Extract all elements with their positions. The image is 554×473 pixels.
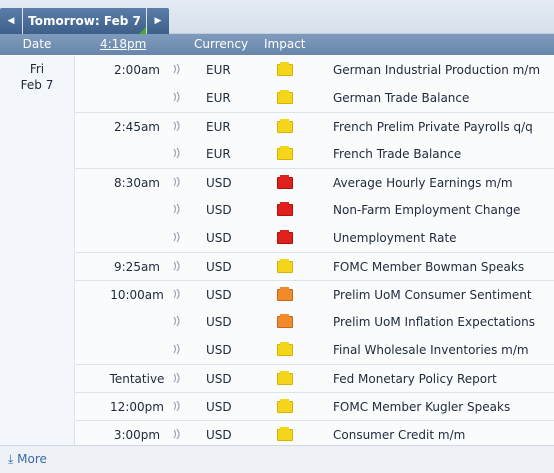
next-day-button[interactable]: ▶ bbox=[147, 8, 169, 34]
day-date: Feb 7 bbox=[20, 78, 54, 92]
chevron-left-icon: ◀ bbox=[7, 16, 15, 26]
event-title[interactable]: FOMC Member Kugler Speaks bbox=[333, 400, 511, 414]
table-row[interactable]: Tentative USD Fed Monetary Policy Report bbox=[75, 364, 554, 393]
impact-folder-icon[interactable] bbox=[277, 342, 293, 356]
impact-folder-icon[interactable] bbox=[277, 314, 293, 328]
event-currency: USD bbox=[206, 372, 232, 386]
event-currency: EUR bbox=[206, 91, 231, 105]
table-row[interactable]: USD Final Wholesale Inventories m/m bbox=[75, 336, 554, 364]
table-row[interactable]: EUR French Trade Balance bbox=[75, 140, 554, 168]
event-title[interactable]: Final Wholesale Inventories m/m bbox=[333, 343, 529, 357]
event-title[interactable]: German Trade Balance bbox=[333, 91, 470, 105]
table-row[interactable]: 8:30am USD Average Hourly Earnings m/m bbox=[75, 168, 554, 197]
event-time: 2:45am bbox=[114, 120, 160, 134]
event-currency: EUR bbox=[206, 147, 231, 161]
sound-alert-icon[interactable] bbox=[172, 119, 182, 133]
table-row[interactable]: USD Unemployment Rate bbox=[75, 224, 554, 252]
impact-folder-icon[interactable] bbox=[277, 119, 293, 133]
more-link[interactable]: ⤓ More bbox=[8, 452, 47, 467]
event-title[interactable]: French Trade Balance bbox=[333, 147, 462, 161]
event-currency: USD bbox=[206, 428, 232, 442]
event-currency: EUR bbox=[206, 63, 231, 77]
table-row[interactable]: 12:00pm USD FOMC Member Kugler Speaks bbox=[75, 392, 554, 421]
header-date: Date bbox=[22, 37, 52, 51]
current-day-label: Tomorrow: Feb 7 bbox=[28, 14, 141, 28]
event-title[interactable]: Average Hourly Earnings m/m bbox=[333, 176, 513, 190]
event-time: 8:30am bbox=[114, 176, 160, 190]
table-row[interactable]: 2:00am EUR German Industrial Production m/… bbox=[75, 56, 554, 84]
header-impact: Impact bbox=[264, 37, 306, 51]
table-row[interactable]: EUR German Trade Balance bbox=[75, 84, 554, 112]
prev-day-button[interactable]: ◀ bbox=[0, 8, 22, 34]
impact-folder-icon[interactable] bbox=[277, 146, 293, 160]
impact-folder-icon[interactable] bbox=[277, 371, 293, 385]
event-currency: USD bbox=[206, 288, 232, 302]
sound-alert-icon[interactable] bbox=[172, 146, 182, 160]
impact-folder-icon[interactable] bbox=[277, 62, 293, 76]
event-currency: USD bbox=[206, 231, 232, 245]
table-row[interactable]: USD Non-Farm Employment Change bbox=[75, 196, 554, 224]
event-title[interactable]: Non-Farm Employment Change bbox=[333, 203, 521, 217]
event-time: Tentative bbox=[109, 372, 165, 386]
impact-folder-icon[interactable] bbox=[277, 90, 293, 104]
event-title[interactable]: Unemployment Rate bbox=[333, 231, 457, 245]
table-header: Date 4:18pm Currency Impact bbox=[0, 34, 554, 55]
more-label: More bbox=[17, 452, 47, 466]
table-row[interactable]: USD Prelim UoM Inflation Expectations bbox=[75, 308, 554, 336]
event-title[interactable]: Fed Monetary Policy Report bbox=[333, 372, 497, 386]
event-currency: USD bbox=[206, 315, 232, 329]
active-corner-marker bbox=[139, 27, 146, 34]
event-time: 12:00pm bbox=[110, 400, 164, 414]
event-currency: USD bbox=[206, 343, 232, 357]
event-currency: USD bbox=[206, 260, 232, 274]
impact-folder-icon[interactable] bbox=[277, 202, 293, 216]
event-currency: USD bbox=[206, 400, 232, 414]
table-row[interactable]: 9:25am USD FOMC Member Bowman Speaks bbox=[75, 252, 554, 281]
current-day-tab[interactable]: Tomorrow: Feb 7 bbox=[23, 8, 146, 34]
impact-folder-icon[interactable] bbox=[277, 230, 293, 244]
event-title[interactable]: Prelim UoM Consumer Sentiment bbox=[333, 288, 532, 302]
sound-alert-icon[interactable] bbox=[172, 342, 182, 356]
impact-folder-icon[interactable] bbox=[277, 427, 293, 441]
table-row[interactable]: 10:00am USD Prelim UoM Consumer Sentiment bbox=[75, 280, 554, 309]
sound-alert-icon[interactable] bbox=[172, 314, 182, 328]
event-title[interactable]: FOMC Member Bowman Speaks bbox=[333, 260, 525, 274]
day-cell: Fri Feb 7 bbox=[0, 56, 75, 445]
day-weekday: Fri bbox=[29, 62, 45, 76]
event-time: 10:00am bbox=[110, 288, 164, 302]
sound-alert-icon[interactable] bbox=[172, 202, 182, 216]
sound-alert-icon[interactable] bbox=[172, 90, 182, 104]
chevron-right-icon: ▶ bbox=[154, 16, 162, 26]
impact-folder-icon[interactable] bbox=[277, 287, 293, 301]
event-title[interactable]: French Prelim Private Payrolls q/q bbox=[333, 120, 533, 134]
event-time: 2:00am bbox=[114, 63, 160, 77]
impact-folder-icon[interactable] bbox=[277, 399, 293, 413]
table-row[interactable]: 3:00pm USD Consumer Credit m/m bbox=[75, 420, 554, 449]
sound-alert-icon[interactable] bbox=[172, 399, 182, 413]
event-title[interactable]: Prelim UoM Inflation Expectations bbox=[333, 315, 535, 329]
event-title[interactable]: German Industrial Production m/m bbox=[333, 63, 541, 77]
sound-alert-icon[interactable] bbox=[172, 230, 182, 244]
calendar-footer: ⤓ More bbox=[0, 445, 554, 473]
sound-alert-icon[interactable] bbox=[172, 175, 182, 189]
sound-alert-icon[interactable] bbox=[172, 427, 182, 441]
event-currency: USD bbox=[206, 203, 232, 217]
event-currency: USD bbox=[206, 176, 232, 190]
sound-alert-icon[interactable] bbox=[172, 259, 182, 273]
header-time-link[interactable]: 4:18pm bbox=[100, 37, 147, 51]
calendar-nav-bar: ◀ Tomorrow: Feb 7 ▶ bbox=[0, 0, 554, 34]
event-title[interactable]: Consumer Credit m/m bbox=[333, 428, 466, 442]
sound-alert-icon[interactable] bbox=[172, 371, 182, 385]
table-row[interactable]: 2:45am EUR French Prelim Private Payrolls … bbox=[75, 112, 554, 141]
event-time: 3:00pm bbox=[113, 428, 161, 442]
event-currency: EUR bbox=[206, 120, 231, 134]
impact-folder-icon[interactable] bbox=[277, 259, 293, 273]
sound-alert-icon[interactable] bbox=[172, 62, 182, 76]
download-arrow-icon: ⤓ bbox=[8, 452, 14, 466]
impact-folder-icon[interactable] bbox=[277, 175, 293, 189]
header-currency: Currency bbox=[194, 37, 249, 51]
event-time: 9:25am bbox=[114, 260, 160, 274]
sound-alert-icon[interactable] bbox=[172, 287, 182, 301]
